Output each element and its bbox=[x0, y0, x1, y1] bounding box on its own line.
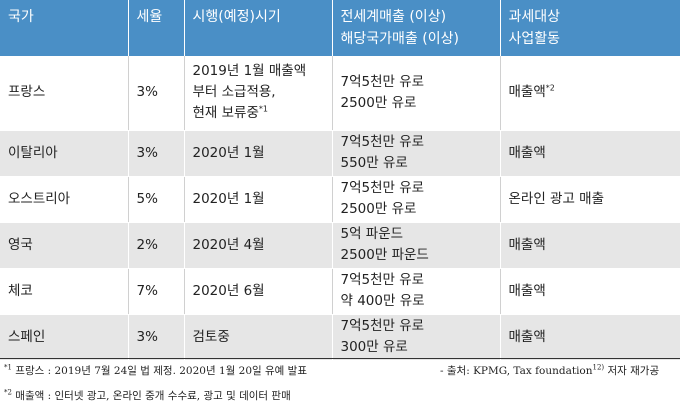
cell-rate: 3% bbox=[128, 314, 185, 361]
footnote-1-text: 프랑스 : 2019년 7월 24일 법 제정. 2020년 1월 20일 유예… bbox=[11, 365, 307, 377]
cell-country: 오스트리아 bbox=[0, 176, 129, 223]
header-effective-date: 시행(예정)시기 bbox=[184, 0, 333, 56]
revenue-line: 7억5천만 유로 bbox=[340, 318, 425, 334]
footnote-1-marker: *1 bbox=[4, 363, 12, 372]
footnote-2: *2 매출액 : 인터넷 광고, 온라인 중개 수수료, 광고 및 데이터 판매 bbox=[4, 388, 291, 403]
cell-target: 온라인 광고 매출 bbox=[500, 176, 680, 223]
source-text: - 출처: KPMG, Tax foundation bbox=[440, 365, 593, 377]
source-note: - 출처: KPMG, Tax foundation12) 저자 재가공 bbox=[440, 363, 659, 378]
source-suffix: 저자 재가공 bbox=[604, 365, 660, 377]
footnote-marker: *1 bbox=[258, 104, 268, 114]
cell-target: 매출액 bbox=[500, 314, 680, 361]
table-row: 스페인 3% 검토중 7억5천만 유로 300만 유로 매출액 bbox=[0, 314, 680, 361]
cell-effective: 2019년 1월 매출액 부터 소급적용, 현재 보류중*1 bbox=[184, 56, 333, 131]
table-row: 영국 2% 2020년 4월 5억 파운드 2500만 파운드 매출액 bbox=[0, 222, 680, 269]
cell-country: 이탈리아 bbox=[0, 130, 129, 177]
cell-rate: 5% bbox=[128, 176, 185, 223]
cell-effective: 2020년 6월 bbox=[184, 268, 333, 315]
table-bottom-rule bbox=[0, 358, 680, 359]
table-row: 체코 7% 2020년 6월 7억5천만 유로 약 400만 유로 매출액 bbox=[0, 268, 680, 315]
effective-line: 2019년 1월 매출액 bbox=[192, 63, 307, 80]
cell-revenue: 7억5천만 유로 550만 유로 bbox=[332, 130, 501, 177]
footnote-2-text: 매출액 : 인터넷 광고, 온라인 중개 수수료, 광고 및 데이터 판매 bbox=[11, 390, 291, 402]
cell-revenue: 5억 파운드 2500만 파운드 bbox=[332, 222, 501, 269]
cell-effective: 2020년 1월 bbox=[184, 176, 333, 223]
cell-country: 스페인 bbox=[0, 314, 129, 361]
header-target-line1: 과세대상 bbox=[508, 9, 561, 25]
cell-target: 매출액 bbox=[500, 268, 680, 315]
cell-rate: 2% bbox=[128, 222, 185, 269]
cell-rate: 3% bbox=[128, 130, 185, 177]
header-rate: 세율 bbox=[128, 0, 185, 56]
header-taxable-activity: 과세대상 사업활동 bbox=[500, 0, 680, 56]
effective-line: 현재 보류중*1 bbox=[192, 104, 269, 122]
cell-revenue: 7억5천만 유로 300만 유로 bbox=[332, 314, 501, 361]
table-row: 오스트리아 5% 2020년 1월 7억5천만 유로 2500만 유로 온라인 … bbox=[0, 176, 680, 223]
cell-target: 매출액*2 bbox=[500, 56, 680, 131]
footnote-marker: *2 bbox=[545, 83, 555, 93]
footnote-1: *1 프랑스 : 2019년 7월 24일 법 제정. 2020년 1월 20일… bbox=[4, 363, 307, 378]
cell-revenue: 7억5천만 유로 약 400만 유로 bbox=[332, 268, 501, 315]
revenue-line: 7억5천만 유로 bbox=[340, 180, 425, 196]
revenue-line: 5억 파운드 bbox=[340, 226, 404, 242]
header-target-line2: 사업활동 bbox=[508, 31, 561, 47]
cell-rate: 7% bbox=[128, 268, 185, 315]
table-row: 이탈리아 3% 2020년 1월 7억5천만 유로 550만 유로 매출액 bbox=[0, 130, 680, 177]
header-row: 국가 세율 시행(예정)시기 전세계매출 (이상) 해당국가매출 (이상) 과세… bbox=[0, 0, 680, 56]
revenue-line: 300만 유로 bbox=[340, 339, 408, 355]
cell-effective: 2020년 4월 bbox=[184, 222, 333, 269]
revenue-line: 2500만 유로 bbox=[340, 201, 417, 217]
cell-revenue: 7억5천만 유로 2500만 유로 bbox=[332, 56, 501, 131]
header-country: 국가 bbox=[0, 0, 129, 56]
cell-effective: 검토중 bbox=[184, 314, 333, 361]
footnote-2-marker: *2 bbox=[4, 388, 12, 397]
effective-line: 부터 소급적용, bbox=[192, 84, 276, 101]
cell-country: 프랑스 bbox=[0, 56, 129, 131]
cell-country: 영국 bbox=[0, 222, 129, 269]
cell-target: 매출액 bbox=[500, 130, 680, 177]
revenue-line: 7억5천만 유로 bbox=[340, 134, 425, 150]
table-row: 프랑스 3% 2019년 1월 매출액 부터 소급적용, 현재 보류중*1 7억… bbox=[0, 56, 680, 131]
digital-tax-table: 국가 세율 시행(예정)시기 전세계매출 (이상) 해당국가매출 (이상) 과세… bbox=[0, 0, 680, 361]
revenue-line: 550만 유로 bbox=[340, 155, 408, 171]
cell-effective: 2020년 1월 bbox=[184, 130, 333, 177]
revenue-line: 7억5천만 유로 bbox=[340, 73, 425, 90]
header-revenue-line1: 전세계매출 (이상) bbox=[340, 9, 447, 25]
cell-revenue: 7억5천만 유로 2500만 유로 bbox=[332, 176, 501, 223]
source-reference: 12) bbox=[592, 363, 605, 372]
revenue-line: 2500만 파운드 bbox=[340, 247, 429, 263]
header-revenue-line2: 해당국가매출 (이상) bbox=[340, 31, 459, 47]
cell-country: 체코 bbox=[0, 268, 129, 315]
revenue-line: 2500만 유로 bbox=[340, 94, 417, 111]
cell-target: 매출액 bbox=[500, 222, 680, 269]
revenue-line: 7억5천만 유로 bbox=[340, 272, 425, 288]
cell-rate: 3% bbox=[128, 56, 185, 131]
revenue-line: 약 400만 유로 bbox=[340, 293, 425, 309]
header-revenue-threshold: 전세계매출 (이상) 해당국가매출 (이상) bbox=[332, 0, 501, 56]
